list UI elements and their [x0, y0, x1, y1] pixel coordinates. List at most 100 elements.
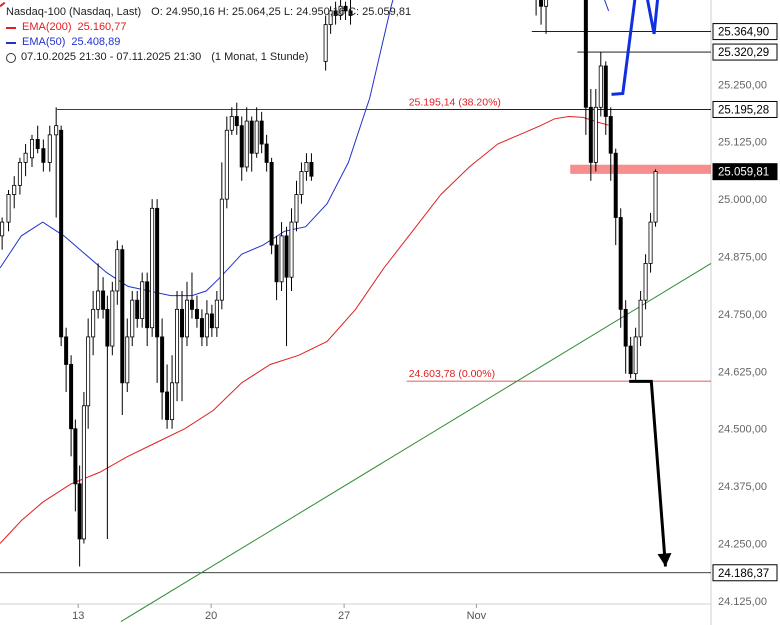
candle-body-106: [544, 0, 549, 7]
y-tick-label-11: 24.750,00: [718, 309, 767, 321]
legend-title-row: Nasdaq-100 (Nasdaq, Last) O: 24.950,16 H…: [6, 5, 411, 20]
candle-body-105: [539, 0, 544, 7]
candle-body-28: [145, 281, 150, 329]
candle-body-2: [12, 184, 17, 195]
candle-body-45: [229, 116, 234, 131]
y-tick-label-16: 24.125,00: [718, 596, 767, 608]
candle-body-15: [81, 405, 86, 540]
candle-body-126: [643, 263, 648, 301]
candle-body-1: [6, 194, 11, 223]
candle-body-40: [204, 313, 209, 338]
ema50-value: 25.408,89: [71, 36, 121, 48]
candle-body-63: [328, 10, 333, 26]
resistance-zone-1: [570, 164, 711, 174]
price-label-5: 25.195,28: [718, 104, 769, 116]
candle-body-43: [219, 198, 224, 301]
candle-body-47: [239, 125, 244, 168]
legend-ema200: EMA(200) 25.160,77: [6, 20, 411, 35]
candle-body-0: [0, 221, 5, 237]
candle-body-17: [91, 308, 96, 338]
candle-body-57: [289, 221, 294, 278]
candle-body-121: [618, 217, 623, 310]
candle-body-41: [209, 313, 214, 329]
candle-body-18: [96, 290, 101, 310]
legend: Nasdaq-100 (Nasdaq, Last) O: 24.950,16 H…: [6, 5, 411, 65]
candle-body-46: [234, 116, 239, 127]
price-label-4: 25.320,29: [718, 47, 769, 59]
candle-body-31: [160, 336, 165, 393]
bearish-projection-arrow: [629, 379, 667, 567]
y-tick-label-12: 24.625,00: [718, 366, 767, 378]
ema200-swatch: [6, 26, 16, 29]
candle-body-10: [59, 129, 64, 338]
candle-body-6: [35, 139, 40, 150]
candle-body-120: [613, 152, 618, 218]
candle-body-56: [284, 235, 289, 278]
candle-body-65: [338, 5, 343, 16]
price-label-box-4: [712, 43, 778, 61]
candle-body-37: [189, 299, 194, 310]
candle-body-8: [47, 134, 52, 163]
price-label-box-7: [712, 564, 778, 582]
candle-body-60: [304, 162, 309, 172]
candle-body-61: [309, 162, 314, 177]
price-label-box-5: [712, 100, 778, 118]
ema200-value: 25.160,77: [77, 21, 127, 33]
candle-body-36: [184, 299, 189, 338]
price-label-box-6: [712, 163, 778, 181]
candle-body-35: [180, 308, 185, 338]
price-label-3: 25.364,90: [718, 27, 769, 39]
candle-body-59: [299, 171, 304, 195]
x-tick-label-0: 13: [72, 610, 84, 622]
candle-body-67: [348, 10, 353, 16]
candle-body-44: [224, 129, 229, 200]
y-tick-label-15: 24.250,00: [718, 539, 767, 551]
candle-body-20: [105, 308, 110, 347]
candle-body-42: [214, 299, 219, 329]
legend-ema50: EMA(50) 25.408,89: [6, 35, 411, 50]
candle-body-23: [120, 249, 125, 384]
fib-label-2: 25.195,14 (38.20%): [409, 97, 501, 109]
y-tick-label-10: 24.875,00: [718, 252, 767, 264]
x-tick-label-3: Nov: [467, 610, 487, 622]
candle-body-7: [41, 148, 46, 163]
candle-body-58: [294, 194, 299, 223]
bullish-projection-arrow: [611, 0, 660, 96]
x-tick-label-2: 27: [338, 610, 350, 622]
candle-body-12: [69, 364, 74, 430]
candle-body-25: [130, 299, 135, 338]
candle-body-39: [199, 318, 204, 338]
candle-body-117: [598, 65, 603, 108]
ema50-label: EMA(50): [22, 36, 66, 48]
candle-body-14: [77, 483, 82, 540]
range-note: (1 Monat, 1 Stunde): [211, 51, 309, 63]
candle-body-11: [64, 336, 69, 365]
candle-body-115: [588, 106, 593, 163]
candle-body-13: [73, 428, 78, 485]
candle-body-48: [244, 120, 249, 168]
price-label-box-3: [712, 23, 778, 41]
y-tick-label-14: 24.375,00: [718, 481, 767, 493]
candle-body-118: [603, 65, 608, 117]
candle-body-62: [323, 24, 328, 62]
instrument-title: Nasdaq-100 (Nasdaq, Last): [6, 6, 142, 18]
series-ema50: [0, 0, 610, 297]
bearish-projection-arrow-head: [657, 553, 672, 567]
candle-body-51: [259, 120, 264, 145]
candle-body-33: [170, 382, 175, 420]
candle-body-21: [110, 290, 115, 347]
candle-body-24: [125, 336, 130, 384]
candle-body-29: [150, 207, 155, 329]
candle-body-116: [593, 106, 598, 163]
candle-body-127: [648, 221, 653, 264]
candle-body-38: [194, 308, 199, 319]
clock-icon: [6, 52, 16, 63]
candle-body-53: [269, 162, 274, 246]
candle-body-55: [279, 235, 284, 283]
candle-body-27: [140, 281, 145, 319]
candle-body-128: [653, 171, 658, 223]
price-label-6: 25.059,81: [718, 167, 769, 179]
candle-body-125: [638, 299, 643, 338]
candle-body-123: [628, 345, 633, 375]
candle-body-4: [23, 152, 28, 163]
